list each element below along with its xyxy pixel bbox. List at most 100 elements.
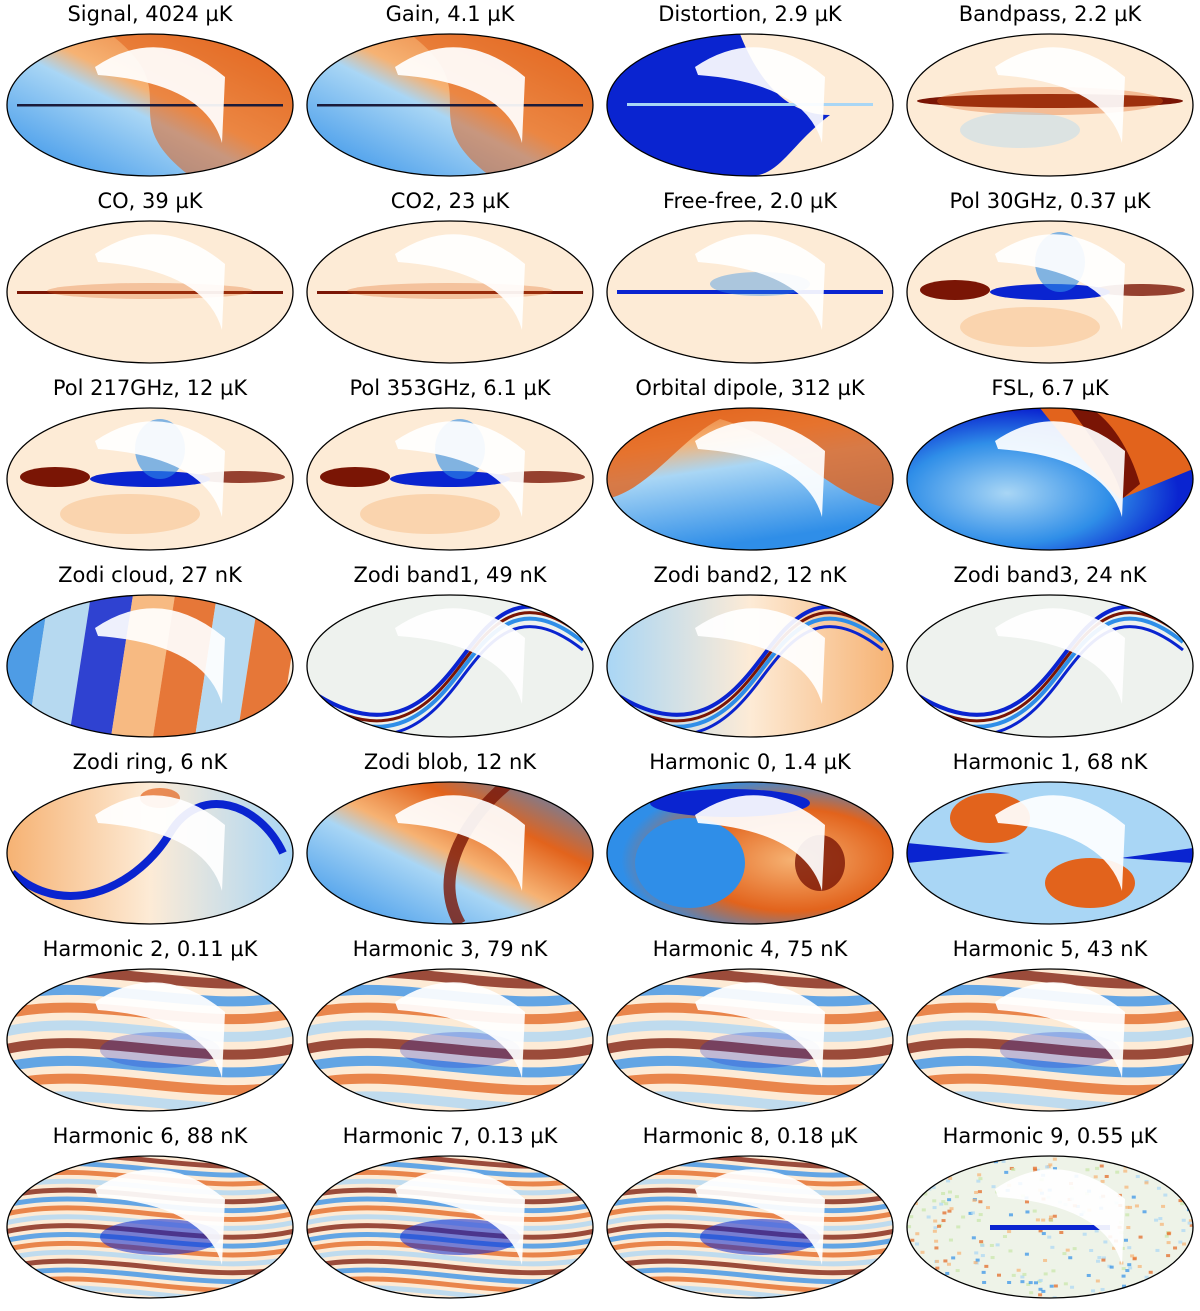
map-panel: Bandpass, 2.2 µK <box>900 0 1200 187</box>
panel-title: Zodi band3, 24 nK <box>953 563 1147 587</box>
scan-gap-arc <box>695 1169 825 1265</box>
map-field <box>907 34 1193 176</box>
map-panel: Harmonic 0, 1.4 µK <box>600 748 900 935</box>
scan-gap-arc <box>395 47 525 143</box>
scan-gap-arc <box>995 1169 1125 1265</box>
map-panel: Harmonic 8, 0.18 µK <box>600 1122 900 1309</box>
panel-title: Harmonic 1, 68 nK <box>952 750 1148 774</box>
map-field <box>7 221 293 363</box>
map-panel: Pol 30GHz, 0.37 µK <box>900 187 1200 374</box>
scan-gap-arc <box>395 421 525 517</box>
map-field <box>307 408 593 550</box>
mollweide-map <box>906 781 1194 925</box>
map-outline <box>606 1155 894 1299</box>
mollweide-map <box>6 968 294 1112</box>
panel-title: Orbital dipole, 312 µK <box>635 376 865 400</box>
scan-gap-arc <box>695 234 825 330</box>
map-panel: Harmonic 1, 68 nK <box>900 748 1200 935</box>
map-outline <box>606 781 894 925</box>
mollweide-map <box>906 33 1194 177</box>
scan-gap-arc <box>95 47 225 143</box>
map-field <box>907 1156 1193 1298</box>
panel-title: CO2, 23 µK <box>390 189 510 213</box>
mollweide-map <box>606 968 894 1112</box>
panel-title: Zodi ring, 6 nK <box>72 750 228 774</box>
panel-title: FSL, 6.7 µK <box>991 376 1109 400</box>
scan-gap-arc <box>995 234 1125 330</box>
map-outline <box>906 407 1194 551</box>
mollweide-map <box>6 781 294 925</box>
map-outline <box>306 220 594 364</box>
map-panel: CO2, 23 µK <box>300 187 600 374</box>
panel-title: Zodi band2, 12 nK <box>653 563 847 587</box>
map-field <box>907 595 1193 737</box>
mollweide-map <box>6 594 294 738</box>
scan-gap-arc <box>395 608 525 704</box>
map-outline <box>6 33 294 177</box>
panel-title: Harmonic 0, 1.4 µK <box>649 750 851 774</box>
map-outline <box>306 968 594 1112</box>
map-field <box>607 34 893 176</box>
scan-gap-arc <box>95 1169 225 1265</box>
map-field <box>907 221 1193 363</box>
scan-gap-arc <box>695 47 825 143</box>
mollweide-map <box>906 407 1194 551</box>
map-panel: Harmonic 6, 88 nK <box>0 1122 300 1309</box>
map-field <box>7 969 293 1111</box>
mollweide-map <box>306 594 594 738</box>
map-panel: CO, 39 µK <box>0 187 300 374</box>
mollweide-map <box>6 33 294 177</box>
panel-title: Zodi blob, 12 nK <box>363 750 537 774</box>
map-outline <box>6 220 294 364</box>
map-field <box>307 782 593 924</box>
map-outline <box>6 594 294 738</box>
map-field <box>307 1156 593 1298</box>
scan-gap-arc <box>95 608 225 704</box>
map-panel: Harmonic 2, 0.11 µK <box>0 935 300 1122</box>
mollweide-map <box>906 1155 1194 1299</box>
map-panel: FSL, 6.7 µK <box>900 374 1200 561</box>
map-panel: Zodi band2, 12 nK <box>600 561 900 748</box>
map-panel: Zodi band3, 24 nK <box>900 561 1200 748</box>
panel-title: Gain, 4.1 µK <box>385 2 515 26</box>
map-outline <box>606 33 894 177</box>
map-panel: Pol 217GHz, 12 µK <box>0 374 300 561</box>
scan-gap-arc <box>695 795 825 891</box>
scan-gap-arc <box>995 47 1125 143</box>
panel-title: Harmonic 2, 0.11 µK <box>42 937 258 961</box>
map-field <box>607 595 893 737</box>
mollweide-map <box>306 1155 594 1299</box>
map-panel: Zodi ring, 6 nK <box>0 748 300 935</box>
panel-title: Distortion, 2.9 µK <box>658 2 842 26</box>
map-field <box>907 969 1193 1111</box>
panel-title: Pol 30GHz, 0.37 µK <box>949 189 1151 213</box>
scan-gap-arc <box>695 421 825 517</box>
mollweide-map <box>906 968 1194 1112</box>
map-field <box>7 408 293 550</box>
map-outline <box>906 33 1194 177</box>
map-outline <box>6 968 294 1112</box>
panel-title: Harmonic 5, 43 nK <box>952 937 1148 961</box>
scan-gap-arc <box>695 982 825 1078</box>
mollweide-map <box>606 220 894 364</box>
scan-gap-arc <box>95 421 225 517</box>
panel-title: Zodi band1, 49 nK <box>353 563 547 587</box>
map-outline <box>6 1155 294 1299</box>
scan-gap-arc <box>395 982 525 1078</box>
mollweide-map <box>306 968 594 1112</box>
map-panel: Harmonic 7, 0.13 µK <box>300 1122 600 1309</box>
map-outline <box>906 220 1194 364</box>
panel-title: Pol 353GHz, 6.1 µK <box>349 376 551 400</box>
map-outline <box>306 33 594 177</box>
map-panel: Gain, 4.1 µK <box>300 0 600 187</box>
mollweide-map <box>606 1155 894 1299</box>
map-field <box>607 408 893 550</box>
scan-gap-arc <box>95 234 225 330</box>
map-panel: Harmonic 9, 0.55 µK <box>900 1122 1200 1309</box>
scan-gap-arc <box>95 795 225 891</box>
mollweide-map <box>306 33 594 177</box>
mollweide-map <box>306 407 594 551</box>
map-panel: Distortion, 2.9 µK <box>600 0 900 187</box>
mollweide-map <box>306 781 594 925</box>
